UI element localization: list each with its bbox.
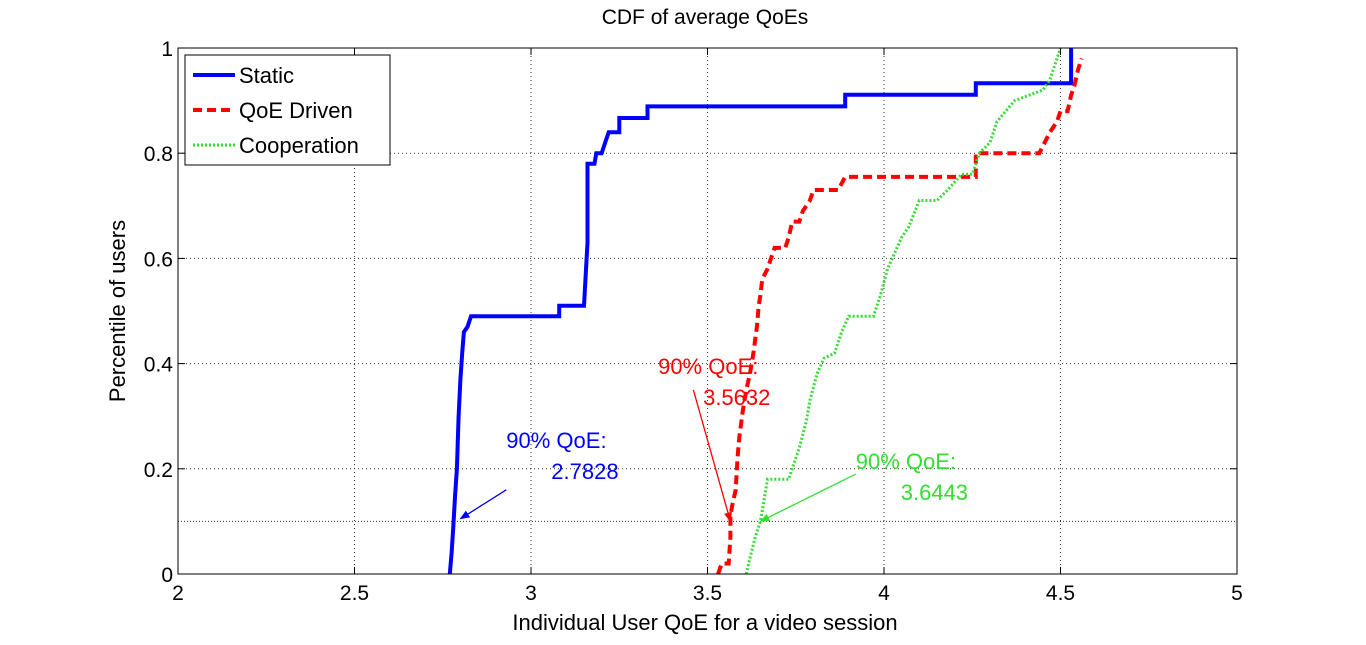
x-tick-label: 4 — [878, 582, 890, 605]
series-line-static — [447, 48, 1074, 575]
axis-ticks: 2 2.5 3 3.5 4 4.5 5 0 0.2 0.4 0.6 0.8 1 — [144, 38, 1243, 605]
x-tick-label: 5 — [1231, 582, 1243, 605]
annotation-arrow — [459, 489, 507, 520]
annotation-arrow — [759, 473, 857, 522]
x-tick-label: 2.5 — [340, 582, 369, 605]
x-tick-label: 4.5 — [1046, 582, 1075, 605]
y-tick-label: 0.6 — [144, 248, 173, 271]
annotation-value: 2.7828 — [551, 459, 618, 484]
annotation-value: 3.6443 — [901, 480, 968, 505]
x-tick-label: 3 — [525, 582, 537, 605]
annotation-arrow — [692, 389, 732, 523]
chart-title: CDF of average QoEs — [602, 6, 809, 29]
legend-label: Static — [239, 63, 294, 88]
x-tick-label: 2 — [172, 582, 184, 605]
x-axis-label: Individual User QoE for a video session — [512, 610, 897, 635]
y-axis-label: Percentile of users — [105, 220, 130, 402]
y-tick-label: 0.8 — [144, 143, 173, 166]
annotations: 90% QoE: 2.7828 90% QoE: 3.5632 90% QoE: 3.64… — [459, 354, 968, 523]
annotation-value: 3.5632 — [703, 385, 770, 410]
series-layer — [447, 47, 1084, 575]
legend-label: Cooperation — [239, 133, 359, 158]
x-tick-label: 3.5 — [693, 582, 722, 605]
y-tick-label: 1 — [161, 38, 173, 61]
annotation-label: 90% QoE: — [658, 354, 758, 379]
legend-label: QoE Driven — [239, 98, 353, 123]
y-tick-label: 0.2 — [144, 459, 173, 482]
annotation-label: 90% QoE: — [506, 428, 606, 453]
legend: Static QoE Driven Cooperation — [184, 54, 391, 166]
y-tick-label: 0.4 — [144, 354, 174, 377]
annotation-label: 90% QoE: — [856, 449, 956, 474]
y-tick-label: 0 — [161, 564, 173, 587]
series-line-qoe-driven — [716, 57, 1084, 575]
